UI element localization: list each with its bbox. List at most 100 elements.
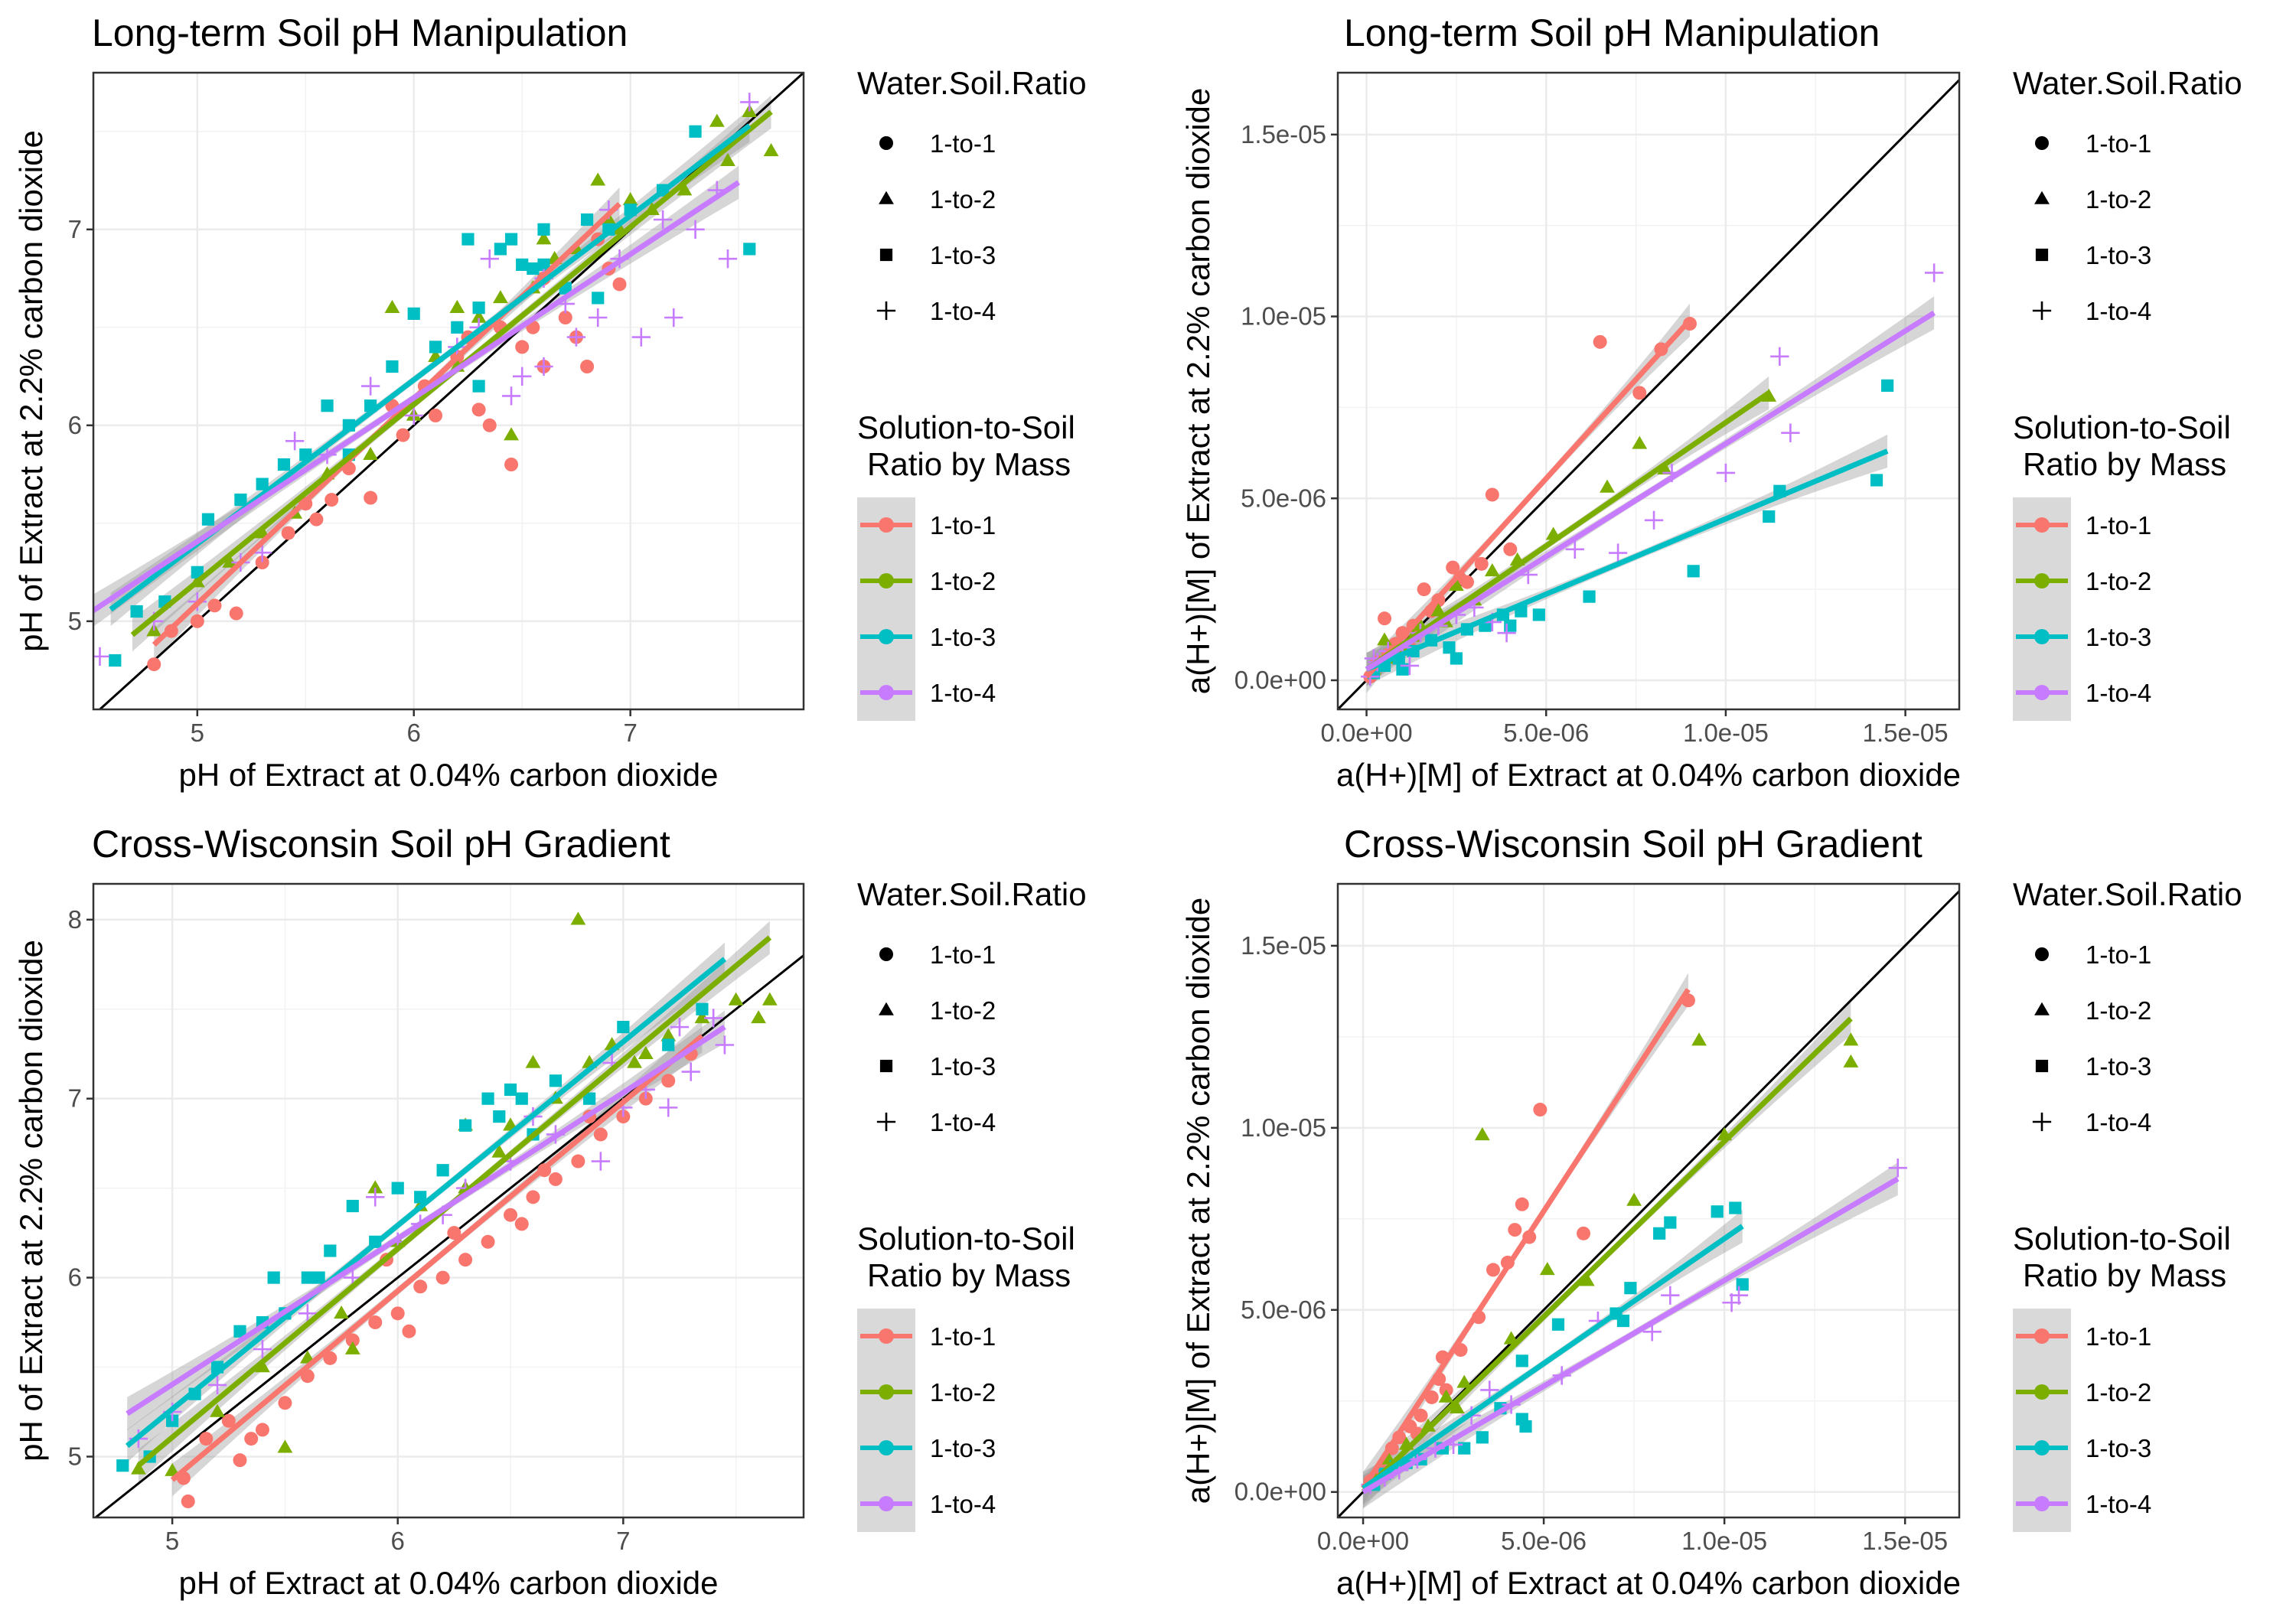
point-square <box>537 223 550 236</box>
point-plus <box>876 301 896 321</box>
point-plus <box>631 328 651 347</box>
x-tick-label: 1.0e-05 <box>1683 719 1769 747</box>
fit-line-1-to-3 <box>1365 448 1889 672</box>
legend: Water.Soil.Ratio 1-to-1 1-to-2 1-to-3 1-to-4… <box>2013 65 2242 721</box>
point-circle <box>515 340 530 354</box>
chart-title: Cross-Wisconsin Soil pH Gradient <box>92 823 670 865</box>
legend-shape-title: Water.Soil.Ratio <box>857 876 1087 912</box>
point-circle <box>1577 1226 1591 1240</box>
point-triangle <box>751 1010 766 1024</box>
point-triangle <box>1843 1054 1859 1068</box>
x-tick-label: 1.5e-05 <box>1862 1527 1948 1555</box>
point-square <box>191 566 204 579</box>
x-axis-title: pH of Extract at 0.04% carbon dioxide <box>178 1565 718 1601</box>
plot-area <box>93 73 804 709</box>
point-plus <box>664 308 683 328</box>
point-circle <box>458 1253 473 1267</box>
point-triangle <box>384 299 400 313</box>
point-square <box>461 233 475 246</box>
point-circle <box>1474 556 1489 571</box>
point-plus <box>715 1035 735 1054</box>
x-tick-label: 5.0e-06 <box>1501 1527 1587 1555</box>
legend-key-point <box>879 1384 894 1400</box>
point-triangle <box>660 1028 677 1041</box>
point-triangle <box>1632 435 1648 449</box>
legend-shape-label: 1-to-3 <box>930 241 996 269</box>
legend-key-point <box>879 573 894 588</box>
point-square <box>1450 652 1463 665</box>
point-square <box>312 1271 325 1284</box>
legend-shape-label: 1-to-2 <box>2086 996 2151 1025</box>
point-triangle <box>1449 1400 1465 1413</box>
point-plus <box>653 210 673 230</box>
point-plus <box>1565 539 1584 559</box>
point-triangle <box>720 152 735 166</box>
point-square <box>277 458 291 471</box>
point-square <box>592 292 605 305</box>
x-axis-title: pH of Extract at 0.04% carbon dioxide <box>178 757 718 793</box>
point-circle <box>1515 1197 1529 1211</box>
point-triangle <box>493 290 508 304</box>
x-tick-label: 0.0e+00 <box>1320 719 1412 747</box>
legend-key-point <box>2034 685 2050 700</box>
point-plus <box>1480 1380 1499 1400</box>
legend-shape-label: 1-to-4 <box>2086 297 2151 325</box>
point-square <box>1653 1227 1666 1240</box>
point-triangle <box>471 309 487 323</box>
legend-shape-label: 1-to-4 <box>930 1108 996 1136</box>
point-circle <box>571 1154 585 1169</box>
point-circle <box>471 403 486 417</box>
chart-panel-1: 5 6 7 5 6 7 Long-term Soil pH Manipulation pH o… <box>13 11 1087 793</box>
legend-color-label: 1-to-3 <box>2086 623 2151 651</box>
point-triangle <box>638 1045 654 1059</box>
chart-panel-2: 0.0e+00 5.0e-06 1.0e-05 1.5e-05 0.0e+00 5.0e-… <box>1180 11 2242 793</box>
point-circle <box>325 493 339 507</box>
point-triangle <box>763 143 779 157</box>
legend-color-label: 1-to-4 <box>930 679 996 707</box>
point-square <box>879 1059 893 1073</box>
legend-color-title: Ratio by Mass <box>2023 1257 2226 1293</box>
point-square <box>1551 1318 1565 1331</box>
legend: Water.Soil.Ratio 1-to-1 1-to-2 1-to-3 1-to-4… <box>2013 876 2242 1532</box>
x-tick-label: 6 <box>407 719 421 747</box>
point-circle <box>402 1324 416 1338</box>
legend-color-label: 1-to-3 <box>930 1434 996 1462</box>
chart-title: Long-term Soil pH Manipulation <box>92 11 628 54</box>
point-circle <box>879 136 893 150</box>
x-tick-label: 5 <box>165 1527 179 1555</box>
legend-color-title: Solution-to-Soil <box>857 1221 1075 1257</box>
point-circle <box>612 277 627 292</box>
point-square <box>2035 248 2049 262</box>
point-square <box>516 258 529 271</box>
x-tick-label: 1.0e-05 <box>1681 1527 1767 1555</box>
legend-color-title: Ratio by Mass <box>867 446 1071 482</box>
chart-panel-4: 0.0e+00 5.0e-06 1.0e-05 1.5e-05 0.0e+00 5.0e-… <box>1180 823 2242 1601</box>
y-tick-label: 5 <box>68 1442 82 1470</box>
point-circle <box>255 556 269 569</box>
legend-color-label: 1-to-3 <box>2086 1434 2151 1462</box>
point-square <box>1763 510 1776 523</box>
point-triangle <box>222 554 238 568</box>
point-circle <box>593 1127 608 1142</box>
point-square <box>414 1191 427 1204</box>
y-tick-label: 7 <box>68 1084 82 1113</box>
point-circle <box>548 1172 563 1186</box>
point-circle <box>255 1423 269 1437</box>
point-triangle <box>277 1439 293 1453</box>
point-plus <box>1781 423 1800 442</box>
point-square <box>504 1083 517 1097</box>
point-circle <box>229 606 243 621</box>
legend-shape-label: 1-to-1 <box>930 940 996 969</box>
point-square <box>494 243 507 256</box>
x-axis-title: a(H+)[M] of Extract at 0.04% carbon diox… <box>1336 1565 1961 1601</box>
point-plus <box>360 376 380 396</box>
legend-key-point <box>879 517 894 533</box>
y-tick-label: 0.0e+00 <box>1234 1478 1326 1506</box>
point-plus <box>1400 656 1420 676</box>
legend-shape-label: 1-to-1 <box>930 129 996 158</box>
point-square <box>481 1092 494 1105</box>
point-square <box>1881 379 1894 392</box>
plot-area <box>1338 890 1959 1517</box>
point-square <box>2035 1059 2049 1073</box>
